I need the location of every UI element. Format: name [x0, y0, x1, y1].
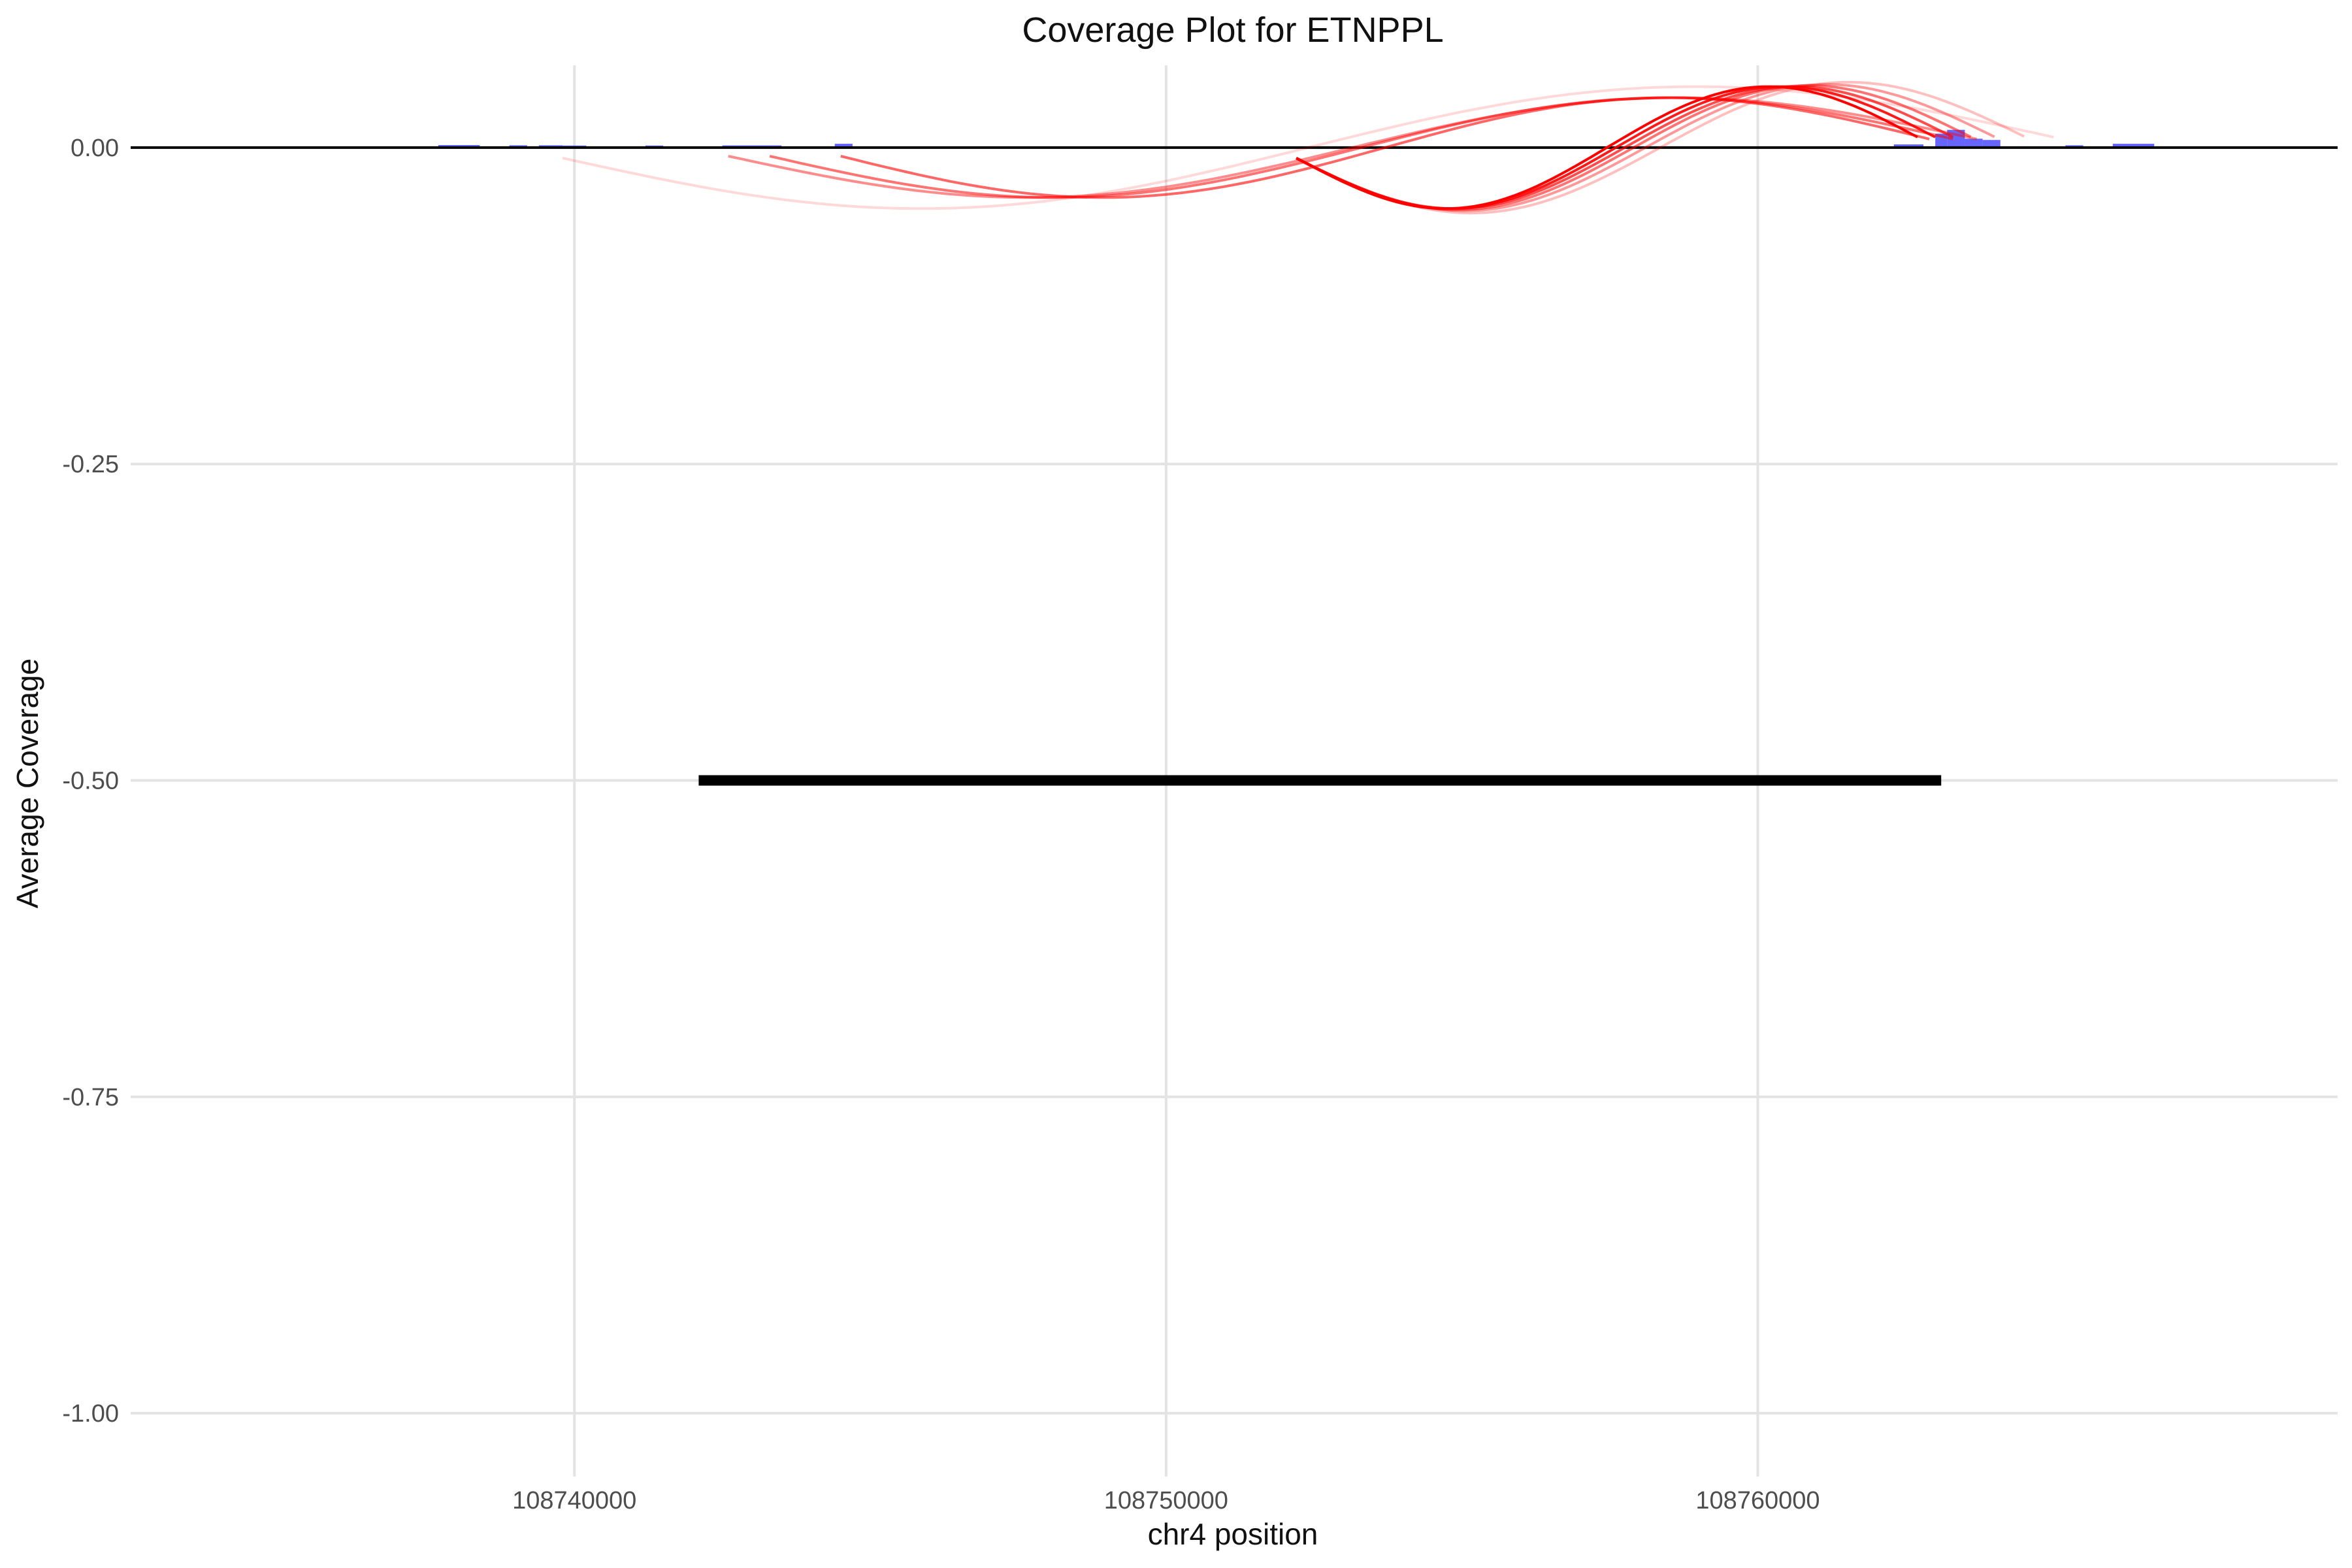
y-axis-title: Average Coverage — [10, 659, 44, 909]
grid-layer — [131, 65, 2338, 1477]
chart-title: Coverage Plot for ETNPPL — [1022, 10, 1443, 50]
x-axis-title: chr4 position — [1148, 1517, 1318, 1551]
junction-arc — [1296, 80, 2025, 215]
y-tick-label: -0.50 — [62, 768, 119, 795]
y-tick-label: -0.25 — [62, 451, 119, 478]
coverage-bar — [1965, 139, 1983, 148]
y-tick-label: -1.00 — [62, 1400, 119, 1428]
junction-arc — [562, 85, 2054, 210]
y-tick-label: 0.00 — [71, 135, 119, 162]
x-tick-label: 108750000 — [1104, 1487, 1228, 1514]
coverage-bar — [1893, 144, 1924, 148]
coverage-bar — [834, 144, 853, 148]
junction-arc — [1296, 83, 1995, 212]
junction-arc-layer — [562, 80, 2054, 215]
coverage-bar — [1982, 140, 2001, 148]
x-tick-label: 108740000 — [512, 1487, 636, 1514]
x-tick-label: 108760000 — [1695, 1487, 1820, 1514]
junction-arc — [840, 96, 1930, 199]
junction-arc — [728, 96, 1978, 199]
coverage-bar — [2112, 144, 2155, 148]
junction-arc — [1296, 84, 1972, 212]
tick-label-layer: 0.00 -0.25 -0.50 -0.75 -1.00 108740000 1087500… — [62, 135, 1820, 1514]
coverage-bar-layer — [438, 129, 2155, 148]
y-tick-label: -0.75 — [62, 1084, 119, 1111]
